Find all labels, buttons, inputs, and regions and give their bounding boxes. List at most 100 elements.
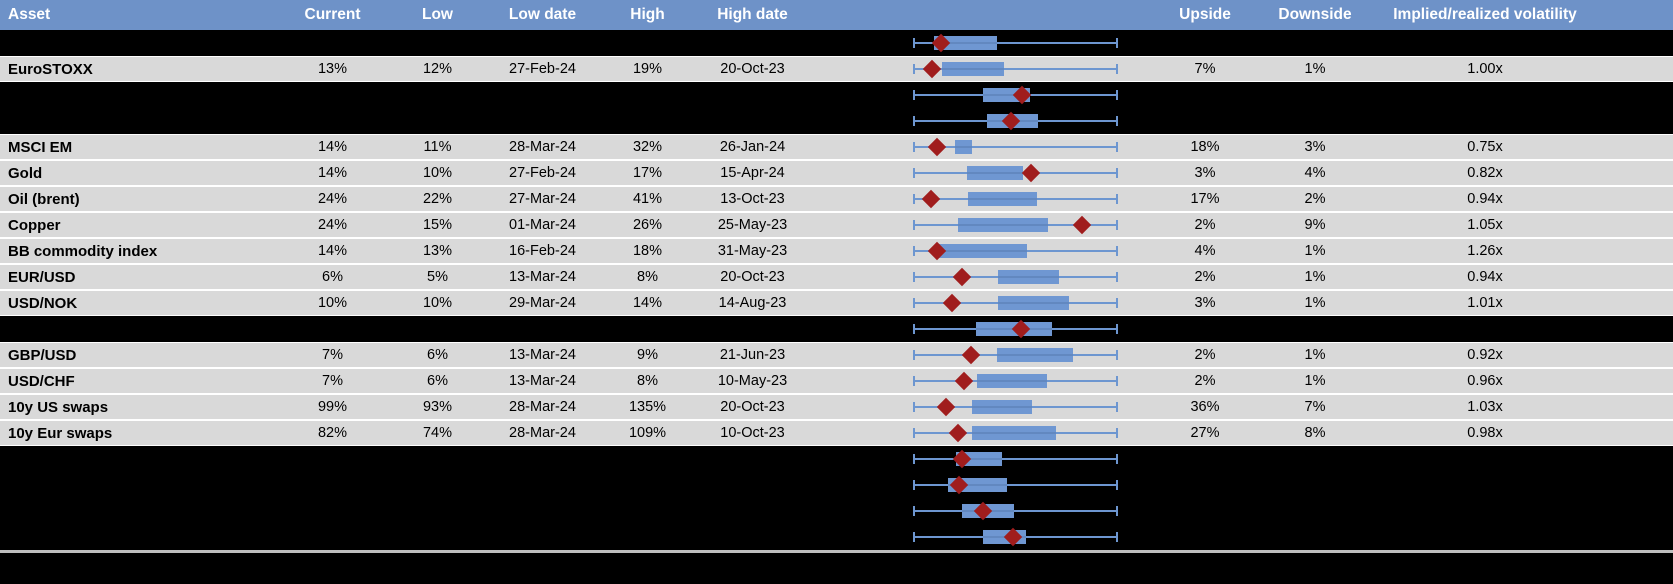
whisker-line	[913, 68, 1118, 70]
current-cell	[280, 82, 385, 108]
filler-cell	[1600, 265, 1673, 289]
implied-realized-cell: 0.98x	[1467, 425, 1503, 441]
boxplot	[913, 30, 1118, 56]
filler-cell	[1600, 291, 1673, 315]
low-date-cell: 28-Mar-24	[509, 139, 576, 155]
high-cell	[595, 472, 700, 498]
upside-cell	[1150, 498, 1260, 524]
header-row: Asset Current Low Low date High High dat…	[0, 0, 1673, 30]
chart-cell	[805, 395, 1150, 419]
implied-realized-cell: 1.00x	[1467, 61, 1503, 77]
downside-cell: 1%	[1304, 295, 1326, 311]
box-range	[941, 62, 1004, 76]
whisker-cap-right	[1116, 298, 1118, 308]
separator-line	[0, 550, 1673, 553]
current-cell: 6%	[322, 269, 343, 285]
high-date-cell: 26-Jan-24	[719, 139, 786, 155]
boxplot	[913, 82, 1118, 108]
low-date-cell	[490, 446, 595, 472]
whisker-cap-right	[1116, 142, 1118, 152]
chart-cell	[805, 82, 1150, 108]
filler-cell	[1600, 524, 1673, 550]
filler-cell	[1600, 108, 1673, 134]
upside-cell: 4%	[1194, 243, 1216, 259]
current-cell: 14%	[317, 243, 348, 259]
whisker-cap-left	[913, 350, 915, 360]
low-date-cell: 27-Mar-24	[509, 191, 576, 207]
whisker-cap-left	[913, 428, 915, 438]
whisker-cap-left	[913, 64, 915, 74]
chart-cell	[805, 265, 1150, 289]
table-row: EUR/USD 6% 5% 13-Mar-24 8% 20-Oct-23 2% 1% 0.94x	[0, 264, 1673, 290]
boxplot	[913, 524, 1118, 550]
filler-cell	[1600, 498, 1673, 524]
current-cell	[280, 30, 385, 56]
filler-cell	[1600, 421, 1673, 445]
downside-cell	[1260, 472, 1370, 498]
low-cell	[385, 524, 490, 550]
high-cell	[595, 316, 700, 342]
implied-realized-cell: 0.92x	[1467, 347, 1503, 363]
high-date-cell: 13-Oct-23	[720, 191, 785, 207]
col-header-low: Low	[422, 6, 453, 23]
whisker-cap-right	[1116, 506, 1118, 516]
high-cell: 8%	[637, 269, 658, 285]
downside-cell	[1260, 316, 1370, 342]
implied-realized-cell: 1.26x	[1467, 243, 1503, 259]
filler-cell	[1600, 187, 1673, 211]
high-cell	[595, 446, 700, 472]
high-date-cell: 10-May-23	[717, 373, 788, 389]
high-cell: 9%	[637, 347, 658, 363]
table-row: EuroSTOXX 13% 12% 27-Feb-24 19% 20-Oct-23 7% 1%…	[0, 56, 1673, 82]
col-header-downside: Downside	[1278, 6, 1352, 23]
box-range	[966, 166, 1024, 180]
high-cell: 18%	[632, 243, 663, 259]
hidden-table-row	[0, 30, 1673, 56]
diamond-marker-icon	[952, 267, 972, 287]
boxplot	[913, 135, 1118, 159]
implied-realized-cell	[1370, 498, 1600, 524]
current-cell	[280, 524, 385, 550]
whisker-cap-right	[1116, 194, 1118, 204]
implied-realized-cell	[1370, 446, 1600, 472]
low-cell: 6%	[427, 373, 448, 389]
whisker-cap-left	[913, 116, 915, 126]
box-range	[933, 36, 998, 50]
high-cell	[595, 524, 700, 550]
asset-cell	[0, 498, 280, 524]
high-cell: 26%	[632, 217, 663, 233]
upside-cell: 36%	[1190, 399, 1220, 415]
implied-realized-cell	[1370, 82, 1600, 108]
downside-cell	[1260, 108, 1370, 134]
boxplot	[913, 343, 1118, 367]
implied-realized-cell: 0.96x	[1467, 373, 1503, 389]
boxplot	[913, 395, 1118, 419]
implied-realized-cell	[1370, 30, 1600, 56]
current-cell	[280, 108, 385, 134]
col-header-upside: Upside	[1179, 6, 1231, 23]
low-date-cell: 16-Feb-24	[509, 243, 576, 259]
whisker-cap-right	[1116, 454, 1118, 464]
filler-cell	[1600, 395, 1673, 419]
upside-cell	[1150, 472, 1260, 498]
high-cell	[595, 498, 700, 524]
asset-cell: 10y Eur swaps	[8, 424, 113, 442]
upside-cell	[1150, 30, 1260, 56]
low-cell	[385, 472, 490, 498]
filler-cell	[1600, 343, 1673, 367]
whisker-line	[913, 146, 1118, 148]
low-cell	[385, 108, 490, 134]
implied-realized-cell: 0.82x	[1467, 165, 1503, 181]
asset-cell: Copper	[8, 216, 61, 234]
low-cell: 93%	[422, 399, 453, 415]
downside-cell	[1260, 82, 1370, 108]
table-row: 10y US swaps 99% 93% 28-Mar-24 135% 20-Oct-23…	[0, 394, 1673, 420]
col-header-low-date: Low date	[508, 6, 577, 23]
current-cell: 14%	[317, 165, 348, 181]
table-row: BB commodity index 14% 13% 16-Feb-24 18% 31-M…	[0, 238, 1673, 264]
col-header-asset: Asset	[8, 6, 51, 23]
implied-realized-cell	[1370, 472, 1600, 498]
high-date-cell: 25-May-23	[717, 217, 788, 233]
chart-cell	[805, 30, 1150, 56]
low-cell	[385, 446, 490, 472]
